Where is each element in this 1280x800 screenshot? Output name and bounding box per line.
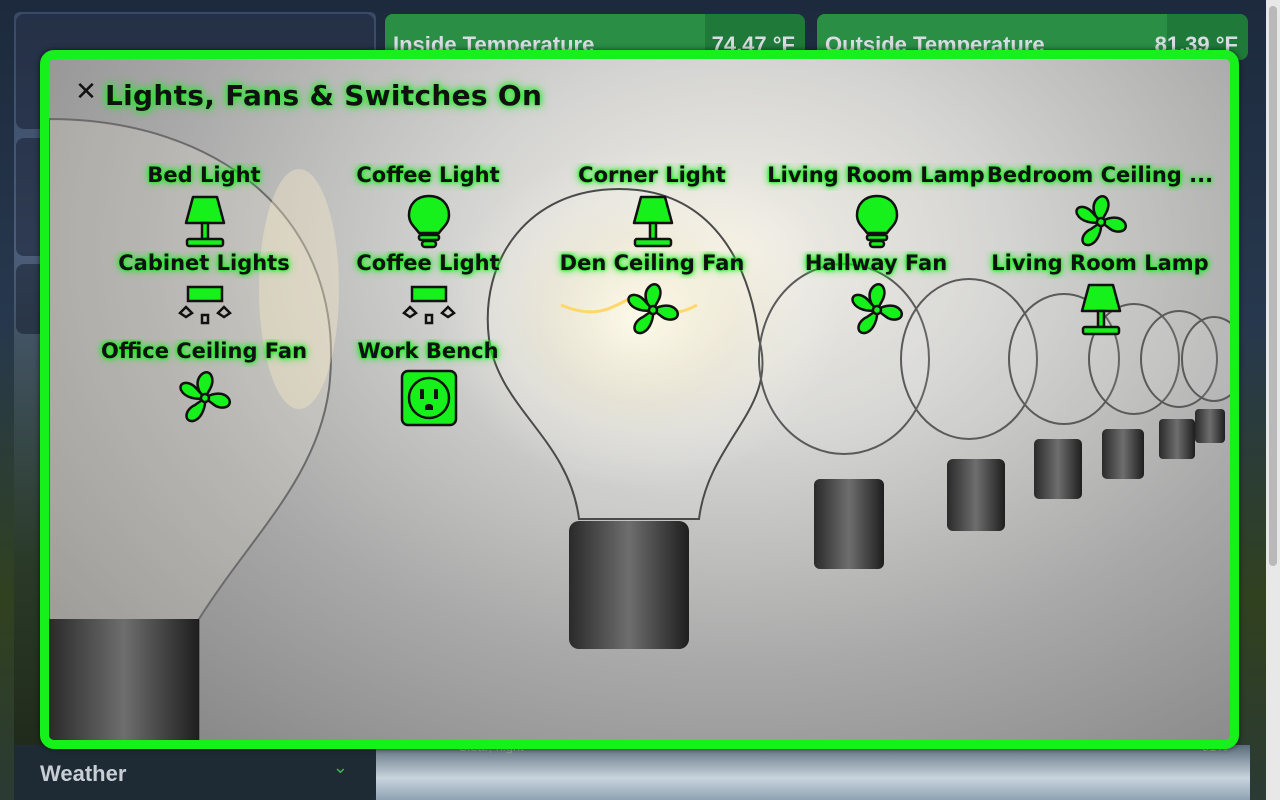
entity-tile[interactable]: Living Room Lamp (761, 163, 991, 253)
outlet-icon[interactable] (400, 369, 458, 427)
fan-icon[interactable] (1072, 193, 1130, 251)
entity-tile[interactable]: Corner Light (537, 163, 767, 253)
ceiling-light-icon[interactable] (176, 281, 234, 339)
entity-name: Office Ceiling Fan (100, 339, 308, 363)
entity-tile[interactable]: Work Bench (313, 339, 543, 429)
entity-name: Coffee Light (356, 163, 500, 187)
close-icon[interactable]: ✕ (75, 77, 97, 107)
scrollbar-thumb[interactable] (1269, 6, 1277, 566)
entity-name: Den Ceiling Fan (559, 251, 745, 275)
fan-icon[interactable] (176, 369, 234, 427)
dialog-title: Lights, Fans & Switches On (105, 79, 543, 112)
weather-backdrop: Clear, night 91% (376, 739, 1250, 800)
entity-name: Coffee Light (356, 251, 500, 275)
entity-name: Bed Light (147, 163, 261, 187)
entity-name: Living Room Lamp (991, 251, 1209, 275)
entity-name: Living Room Lamp (767, 163, 985, 187)
chevron-down-icon[interactable]: ⌄ (332, 757, 348, 778)
lightbulb-icon[interactable] (400, 193, 458, 251)
entity-tile[interactable]: Bedroom Ceiling ... (985, 163, 1215, 253)
lightbulb-icon[interactable] (848, 193, 906, 251)
weather-section[interactable]: Weather ⌄ (14, 745, 376, 800)
ceiling-light-icon[interactable] (400, 281, 458, 339)
entity-name: Work Bench (357, 339, 499, 363)
weather-label: Weather (40, 761, 127, 786)
lamp-icon[interactable] (176, 193, 234, 251)
lamp-icon[interactable] (624, 193, 682, 251)
entity-tile[interactable]: Coffee Light (313, 163, 543, 253)
lightbulbs-background-image (49, 117, 1230, 740)
entity-tile[interactable]: Office Ceiling Fan (89, 339, 319, 429)
entity-tile[interactable]: Living Room Lamp (985, 251, 1215, 341)
entity-tile[interactable]: Cabinet Lights (89, 251, 319, 341)
page-scrollbar[interactable] (1266, 0, 1280, 800)
lights-dialog: ✕ Lights, Fans & Switches On Bed Light Co… (40, 50, 1239, 749)
entity-tile[interactable]: Bed Light (89, 163, 319, 253)
entity-name: Cabinet Lights (118, 251, 290, 275)
entity-tile[interactable]: Coffee Light (313, 251, 543, 341)
entity-name: Hallway Fan (804, 251, 948, 275)
entity-tile[interactable]: Den Ceiling Fan (537, 251, 767, 341)
fan-icon[interactable] (624, 281, 682, 339)
entity-name: Bedroom Ceiling ... (986, 163, 1214, 187)
entity-name: Corner Light (578, 163, 726, 187)
fan-icon[interactable] (848, 281, 906, 339)
lamp-icon[interactable] (1072, 281, 1130, 339)
entity-tile[interactable]: Hallway Fan (761, 251, 991, 341)
